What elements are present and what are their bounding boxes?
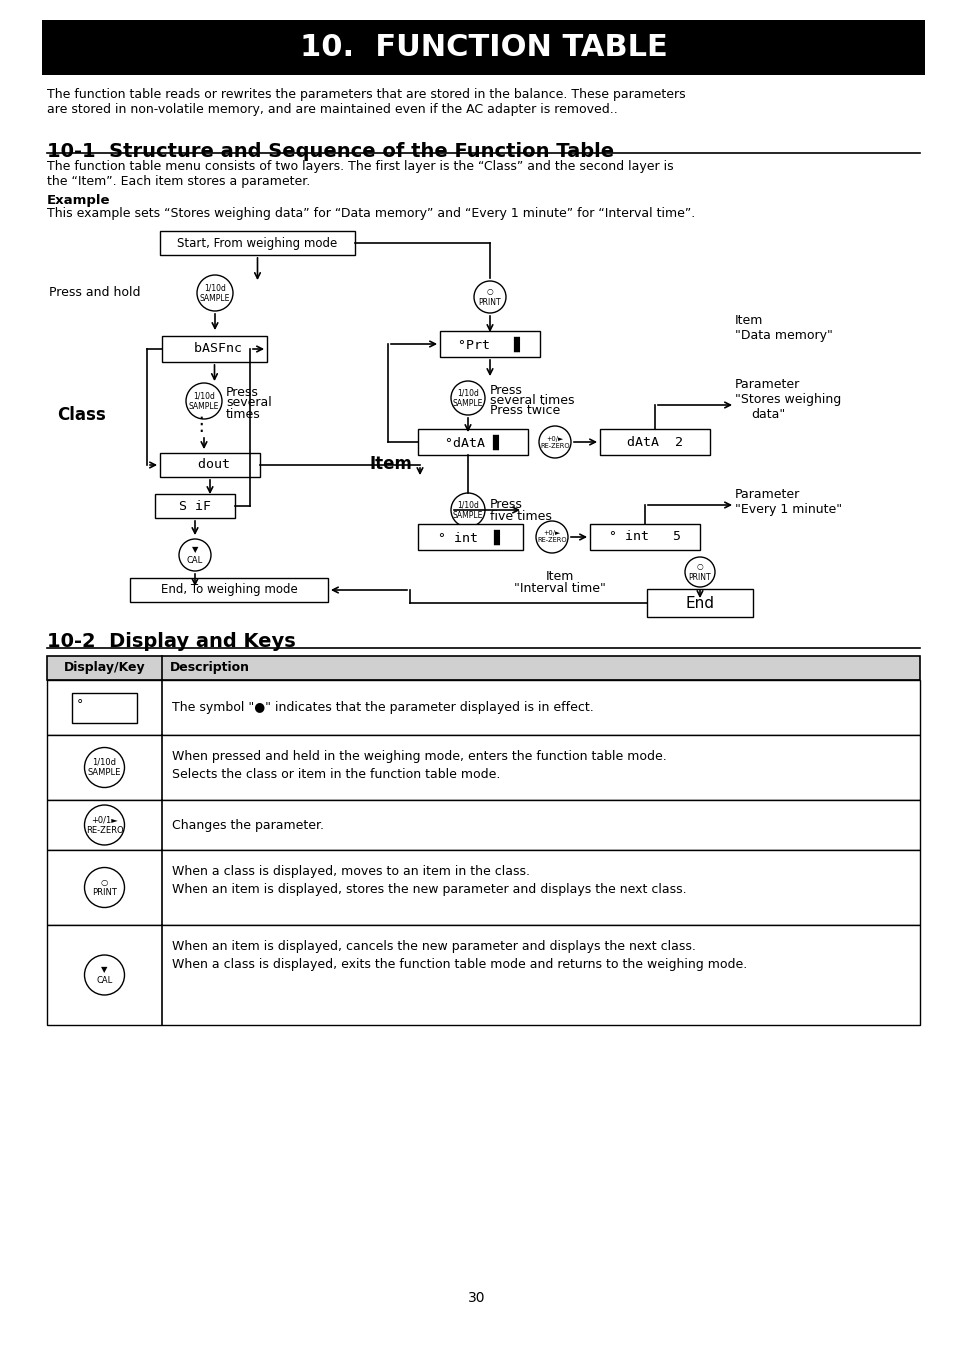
Text: This example sets “Stores weighing data” for “Data memory” and “Every 1 minute” : This example sets “Stores weighing data”… [47, 207, 695, 220]
Text: ° int   5: ° int 5 [608, 531, 680, 544]
Text: Display/Key: Display/Key [64, 662, 145, 675]
FancyBboxPatch shape [439, 331, 539, 356]
Text: "Interval time": "Interval time" [514, 582, 605, 594]
Circle shape [474, 281, 505, 313]
FancyBboxPatch shape [160, 454, 260, 477]
Text: ▼
CAL: ▼ CAL [96, 965, 112, 984]
FancyBboxPatch shape [47, 801, 919, 850]
FancyBboxPatch shape [47, 925, 919, 1025]
Circle shape [85, 868, 125, 907]
Text: Item: Item [734, 313, 762, 327]
Circle shape [451, 493, 484, 526]
Text: °Prt   ▊: °Prt ▊ [457, 336, 521, 352]
Text: The function table reads or rewrites the parameters that are stored in the balan: The function table reads or rewrites the… [47, 88, 685, 116]
FancyBboxPatch shape [42, 20, 924, 76]
Circle shape [451, 381, 484, 414]
Circle shape [538, 427, 571, 458]
Text: 10-2  Display and Keys: 10-2 Display and Keys [47, 632, 295, 651]
Text: +0/►
RE-ZERO: +0/► RE-ZERO [537, 531, 566, 544]
Text: Description: Description [170, 662, 250, 675]
Text: ○
PRINT: ○ PRINT [92, 878, 117, 898]
Text: End, To weighing mode: End, To weighing mode [160, 583, 297, 597]
Text: Press and hold: Press and hold [49, 286, 140, 300]
Text: "Data memory": "Data memory" [734, 328, 832, 342]
Circle shape [85, 954, 125, 995]
FancyBboxPatch shape [160, 231, 355, 255]
Text: Class: Class [57, 406, 106, 424]
Text: When pressed and held in the weighing mode, enters the function table mode.: When pressed and held in the weighing mo… [172, 751, 666, 763]
Text: Press: Press [490, 498, 522, 512]
Text: 10-1  Structure and Sequence of the Function Table: 10-1 Structure and Sequence of the Funct… [47, 142, 614, 161]
FancyBboxPatch shape [589, 524, 700, 549]
Circle shape [85, 805, 125, 845]
FancyBboxPatch shape [130, 578, 328, 602]
FancyBboxPatch shape [417, 524, 522, 549]
Text: +0/►
RE-ZERO: +0/► RE-ZERO [539, 436, 569, 448]
Text: Item: Item [370, 455, 413, 472]
Text: Press: Press [226, 386, 258, 400]
Circle shape [536, 521, 567, 554]
Text: When an item is displayed, cancels the new parameter and displays the next class: When an item is displayed, cancels the n… [172, 940, 695, 953]
FancyBboxPatch shape [154, 494, 234, 518]
Circle shape [196, 275, 233, 310]
Text: 1/10d
SAMPLE: 1/10d SAMPLE [199, 284, 230, 302]
Text: 30: 30 [468, 1291, 485, 1305]
Text: several times: several times [490, 393, 574, 406]
Circle shape [684, 558, 714, 587]
Text: S iF: S iF [179, 500, 211, 513]
Text: Press twice: Press twice [490, 404, 559, 417]
Text: "Every 1 minute": "Every 1 minute" [734, 504, 841, 517]
Text: +0/1►
RE-ZERO: +0/1► RE-ZERO [86, 815, 123, 834]
Text: Selects the class or item in the function table mode.: Selects the class or item in the functio… [172, 768, 500, 782]
FancyBboxPatch shape [47, 680, 919, 734]
Text: ° int  ▊: ° int ▊ [438, 529, 502, 544]
FancyBboxPatch shape [47, 734, 919, 801]
FancyBboxPatch shape [47, 850, 919, 925]
Text: End: End [685, 595, 714, 610]
Circle shape [179, 539, 211, 571]
Text: ○
PRINT: ○ PRINT [478, 288, 500, 306]
FancyBboxPatch shape [646, 589, 752, 617]
Text: ▼
CAL: ▼ CAL [187, 545, 203, 564]
Text: °: ° [77, 698, 83, 711]
Text: 10.  FUNCTION TABLE: 10. FUNCTION TABLE [299, 32, 667, 62]
Text: °dAtA ▊: °dAtA ▊ [444, 435, 500, 450]
Circle shape [186, 383, 222, 418]
Text: Parameter: Parameter [734, 489, 800, 501]
Text: The function table menu consists of two layers. The first layer is the “Class” a: The function table menu consists of two … [47, 161, 673, 188]
Text: Start, From weighing mode: Start, From weighing mode [177, 236, 337, 250]
Text: dAtA  2: dAtA 2 [626, 436, 682, 448]
Text: data": data" [750, 408, 784, 420]
Text: times: times [226, 408, 260, 420]
Text: ⋮: ⋮ [191, 414, 211, 433]
Text: 1/10d
SAMPLE: 1/10d SAMPLE [453, 501, 482, 520]
Text: Example: Example [47, 194, 111, 207]
Text: The symbol "●" indicates that the parameter displayed is in effect.: The symbol "●" indicates that the parame… [172, 701, 593, 714]
Circle shape [85, 748, 125, 787]
Text: 1/10d
SAMPLE: 1/10d SAMPLE [453, 389, 482, 408]
FancyBboxPatch shape [162, 336, 267, 362]
Text: bASFnc: bASFnc [186, 343, 242, 355]
Text: ○
PRINT: ○ PRINT [688, 563, 711, 582]
Text: five times: five times [490, 510, 551, 524]
Text: several: several [226, 397, 272, 409]
FancyBboxPatch shape [71, 693, 137, 722]
Text: Item: Item [545, 570, 574, 582]
Text: 1/10d
SAMPLE: 1/10d SAMPLE [189, 392, 219, 410]
Text: When an item is displayed, stores the new parameter and displays the next class.: When an item is displayed, stores the ne… [172, 883, 686, 896]
Text: 1/10d
SAMPLE: 1/10d SAMPLE [88, 757, 121, 778]
Text: When a class is displayed, moves to an item in the class.: When a class is displayed, moves to an i… [172, 865, 530, 878]
FancyBboxPatch shape [417, 429, 527, 455]
Text: Changes the parameter.: Changes the parameter. [172, 818, 324, 832]
FancyBboxPatch shape [599, 429, 709, 455]
Text: Press: Press [490, 383, 522, 397]
Text: dout: dout [190, 459, 230, 471]
Text: When a class is displayed, exits the function table mode and returns to the weig: When a class is displayed, exits the fun… [172, 958, 746, 971]
Text: "Stores weighing: "Stores weighing [734, 393, 841, 406]
Text: Parameter: Parameter [734, 378, 800, 392]
FancyBboxPatch shape [47, 656, 919, 680]
